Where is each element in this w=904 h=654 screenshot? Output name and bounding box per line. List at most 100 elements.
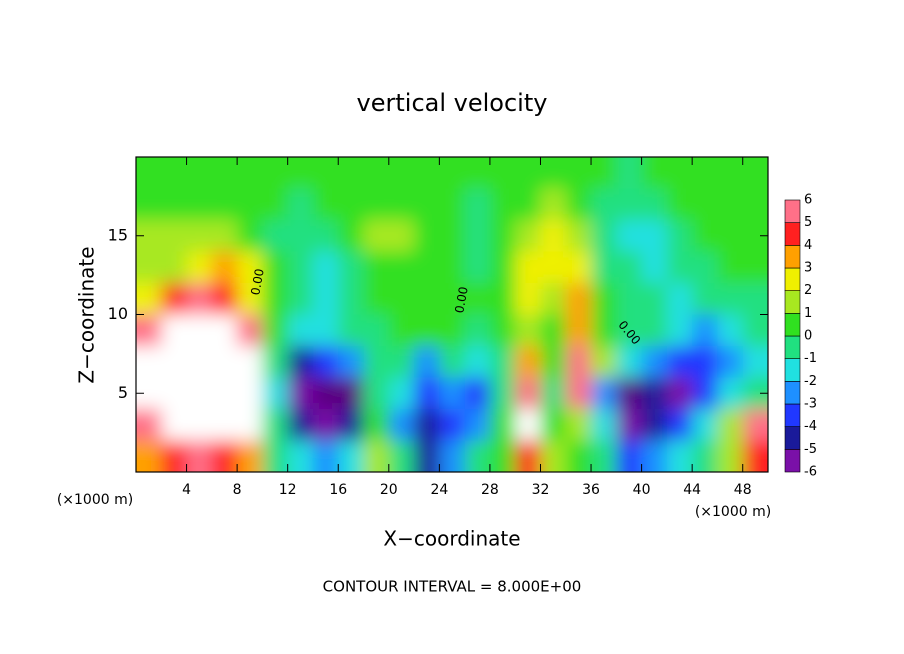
cell (540, 314, 567, 347)
cell (161, 283, 188, 315)
contour-label: 0.00 (452, 286, 470, 315)
cell (464, 440, 491, 472)
cell (540, 220, 567, 252)
cell (591, 157, 617, 189)
cell (565, 314, 592, 347)
cell (439, 409, 466, 441)
colorbar-label: 0 (804, 329, 812, 344)
cell (287, 377, 314, 410)
x-unit: (×1000 m) (57, 492, 133, 508)
cell (641, 157, 668, 189)
cell (464, 314, 491, 347)
cell (515, 157, 541, 189)
cell (565, 377, 592, 410)
cell (414, 220, 440, 252)
cell (742, 409, 768, 441)
colorbar-band (784, 222, 801, 246)
colorbar-label: 5 (804, 215, 812, 230)
cell (464, 283, 491, 315)
colorbar-label: -6 (804, 465, 817, 480)
cell (464, 346, 491, 378)
cell (312, 220, 339, 252)
cell (515, 283, 541, 315)
cell (287, 346, 314, 378)
colorbar-band (784, 449, 801, 473)
cell (237, 283, 263, 315)
cell (692, 346, 718, 378)
x-tick-label: 24 (430, 482, 448, 498)
cell (464, 157, 491, 189)
cell (565, 409, 592, 441)
cell (439, 377, 466, 410)
cell (363, 346, 390, 378)
cell (388, 346, 415, 378)
x-axis-label: X−coordinate (383, 527, 520, 551)
cell (692, 409, 718, 441)
cell (161, 220, 188, 252)
cell (515, 251, 541, 284)
cell (717, 377, 744, 410)
cell (565, 346, 592, 378)
cell (717, 314, 744, 347)
cell (237, 377, 263, 410)
cell (287, 220, 314, 252)
cell (136, 314, 162, 347)
cell (439, 440, 466, 472)
cells (136, 157, 768, 472)
x-tick-label: 32 (532, 482, 550, 498)
cell (186, 377, 213, 410)
cell (616, 314, 643, 347)
cell (363, 157, 390, 189)
cell (464, 220, 491, 252)
cell (363, 283, 390, 315)
cell (717, 346, 744, 378)
cell (388, 188, 415, 221)
cell (489, 314, 516, 347)
cell (186, 346, 213, 378)
cell (287, 409, 314, 441)
x-tick-label: 8 (233, 482, 242, 498)
cell (287, 251, 314, 284)
cell (717, 157, 744, 189)
cell (742, 314, 768, 347)
cell (287, 188, 314, 221)
cell (312, 188, 339, 221)
colorbar-label: 6 (804, 193, 812, 208)
cell (211, 440, 238, 472)
cell (717, 220, 744, 252)
cell (161, 188, 188, 221)
x-tick-label: 20 (380, 482, 398, 498)
cell (489, 409, 516, 441)
cell (136, 440, 162, 472)
colorbar-band (784, 267, 801, 291)
cell (414, 377, 440, 410)
cell (591, 377, 617, 410)
colorbar-band (784, 403, 801, 427)
x-tick-label: 36 (582, 482, 600, 498)
cell (540, 377, 567, 410)
cell (262, 283, 289, 315)
cell (616, 188, 643, 221)
cell (591, 314, 617, 347)
cell (262, 220, 289, 252)
cell (565, 220, 592, 252)
cell (489, 188, 516, 221)
cell (363, 251, 390, 284)
cell (312, 377, 339, 410)
cell (489, 283, 516, 315)
cell (616, 220, 643, 252)
cell (262, 346, 289, 378)
cell (237, 157, 263, 189)
cell (338, 440, 365, 472)
cell (186, 188, 213, 221)
cell (161, 157, 188, 189)
cell (363, 409, 390, 441)
cell (388, 220, 415, 252)
cell (692, 188, 718, 221)
cell (641, 377, 668, 410)
cell (717, 188, 744, 221)
cell (666, 346, 693, 378)
cell (515, 409, 541, 441)
cell (692, 283, 718, 315)
cell (338, 188, 365, 221)
